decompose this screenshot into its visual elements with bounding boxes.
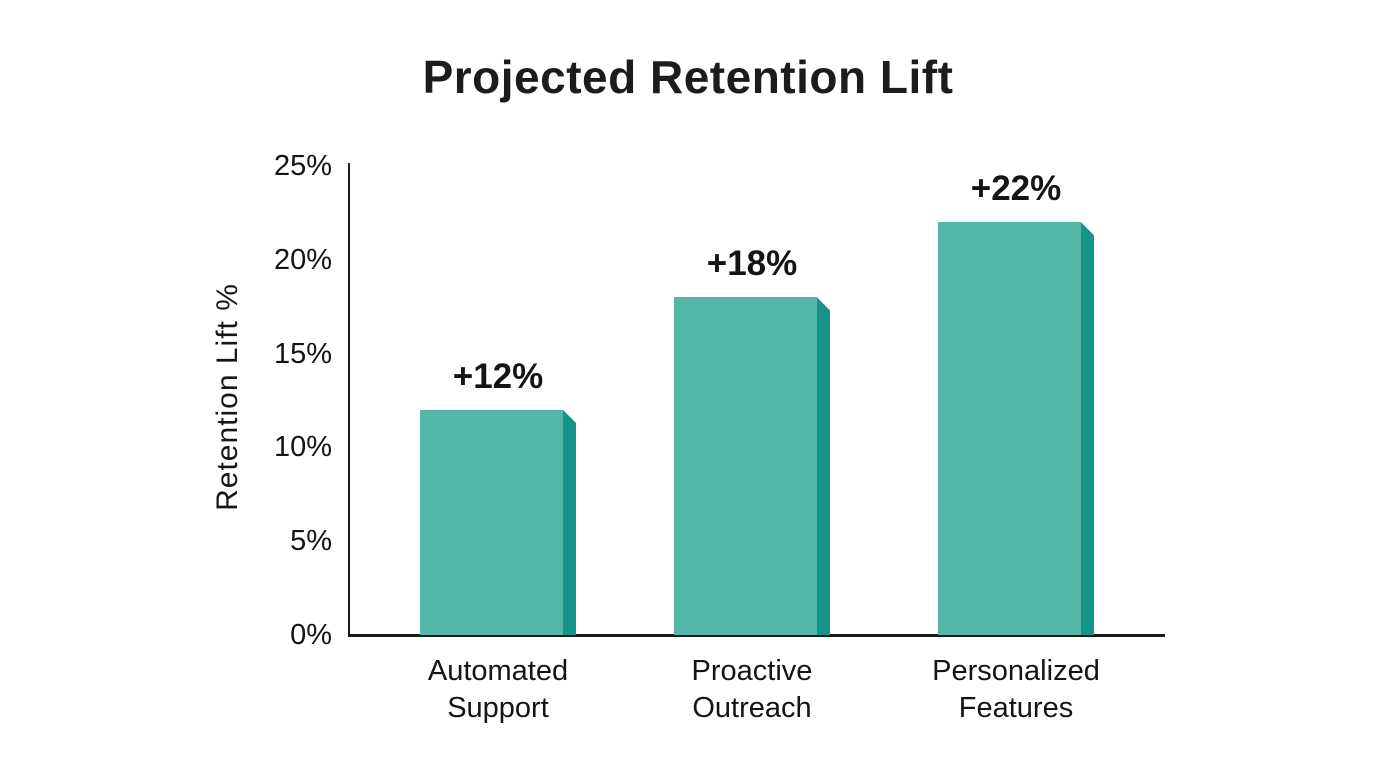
bar-3 (938, 222, 1094, 635)
bar-body (938, 222, 1081, 635)
bar-1 (420, 409, 576, 635)
y-tick-label: 20% (273, 243, 332, 276)
x-category-label: Personalized Features (932, 655, 1100, 724)
y-tick-label: 0% (290, 619, 332, 651)
bar-3d-side (1081, 222, 1094, 635)
y-tick-label: 5% (290, 525, 332, 558)
bar-3d-side (817, 297, 830, 635)
y-tick-label: 25% (273, 150, 332, 182)
bar-2 (674, 297, 830, 635)
x-axis-line (348, 634, 1165, 637)
chart-title: Projected Retention Lift (422, 51, 954, 103)
bar-value-label: +12% (452, 356, 544, 396)
bar-body (674, 297, 817, 635)
bar-value-label: +18% (706, 244, 798, 284)
x-category-label: Proactive Outreach (691, 655, 813, 724)
bar-value-label: +22% (970, 169, 1062, 209)
y-axis-line (348, 163, 350, 637)
bar-3d-side (563, 409, 576, 635)
x-category-label: Automated Support (427, 655, 569, 724)
bar-body (420, 409, 563, 635)
y-axis-title: Retention Lift % (211, 283, 244, 511)
y-tick-label: 10% (273, 431, 332, 464)
y-tick-label: 15% (273, 337, 332, 370)
